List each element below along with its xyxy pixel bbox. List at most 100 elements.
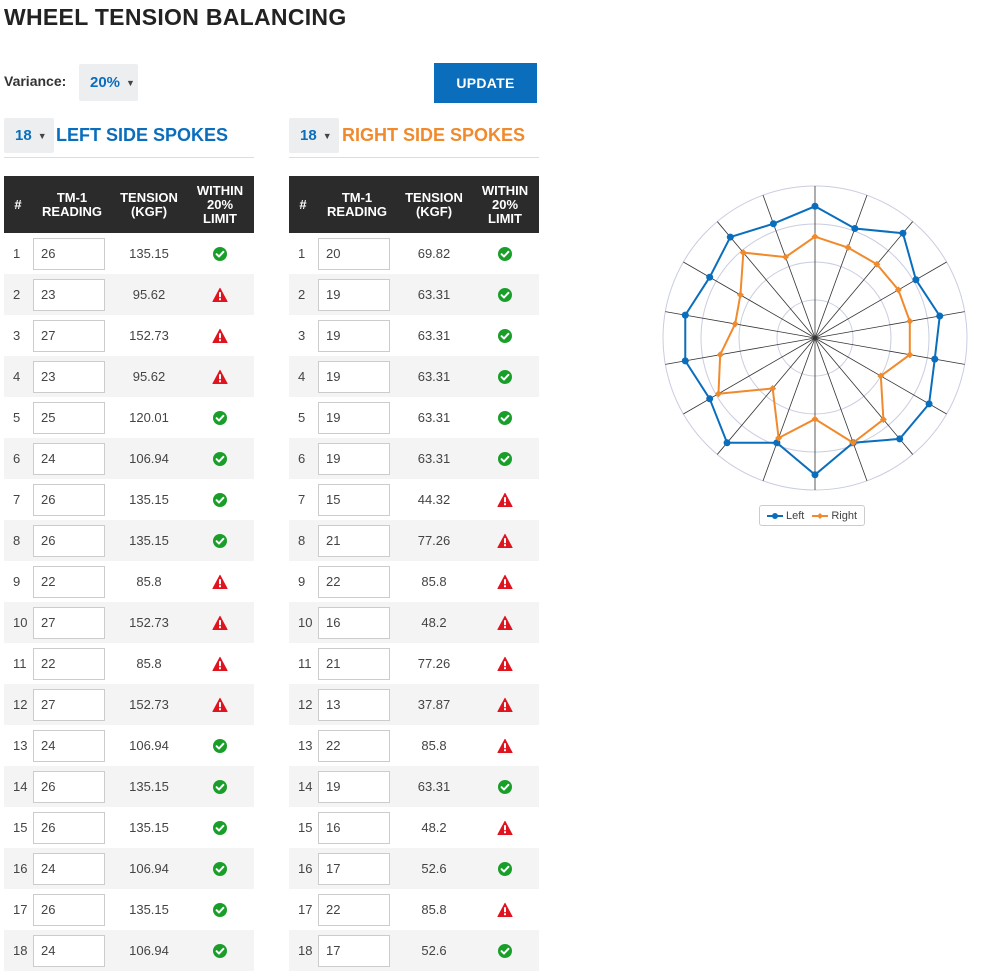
data-point (873, 260, 881, 268)
data-point (925, 400, 933, 408)
table-row: 17 85.8 (289, 889, 539, 930)
tension-value: 37.87 (397, 684, 471, 725)
data-point (681, 357, 689, 365)
tension-value: 77.26 (417, 656, 451, 671)
legend-label: Right (831, 509, 858, 522)
spoke-number: 18 (289, 930, 317, 971)
status-cell (471, 274, 539, 315)
reading-input[interactable] (318, 360, 390, 393)
reading-input[interactable] (318, 811, 390, 844)
data-point (769, 384, 777, 392)
reading-input[interactable] (33, 278, 105, 311)
reading-input[interactable] (318, 237, 390, 270)
reading-input[interactable] (318, 852, 390, 885)
spoke-number: 2 (289, 274, 317, 315)
status-cell (186, 602, 254, 643)
reading-input[interactable] (33, 524, 105, 557)
reading-input[interactable] (318, 647, 390, 680)
warning-triangle-icon (497, 574, 513, 589)
reading-input[interactable] (33, 811, 105, 844)
status-cell (186, 643, 254, 684)
header-tension: TENSION (KGF) (112, 176, 186, 233)
tension-value: 85.8 (136, 574, 162, 589)
check-circle-icon (498, 410, 512, 425)
left-spoke-count-select[interactable]: 18 ▼ (4, 118, 54, 153)
reading-input[interactable] (33, 401, 105, 434)
tension-value: 135.15 (129, 902, 169, 917)
legend-item-left[interactable]: Left (766, 510, 804, 522)
right-side-title: RIGHT SIDE SPOKES (342, 125, 526, 145)
spoke-number: 6 (4, 438, 32, 479)
reading-cell (32, 356, 112, 397)
legend-marker (812, 512, 829, 519)
reading-input[interactable] (33, 442, 105, 475)
reading-input[interactable] (318, 565, 390, 598)
spoke-number: 11 (13, 656, 27, 671)
status-cell (471, 233, 539, 274)
table-row: 10 152.73 (4, 602, 254, 643)
reading-input[interactable] (33, 852, 105, 885)
data-point (849, 439, 857, 447)
check-circle-icon (498, 246, 512, 261)
spoke-number: 13 (298, 738, 313, 753)
data-point (931, 355, 939, 363)
header-within-limit: WITHIN 20% LIMIT (186, 176, 254, 233)
reading-input[interactable] (318, 688, 390, 721)
reading-input[interactable] (33, 319, 105, 352)
warning-triangle-icon (497, 615, 513, 630)
reading-input[interactable] (33, 934, 105, 967)
reading-cell (317, 848, 397, 889)
data-point (879, 416, 887, 424)
tension-value: 63.31 (397, 766, 471, 807)
reading-cell (317, 602, 397, 643)
reading-input[interactable] (33, 688, 105, 721)
reading-input[interactable] (33, 360, 105, 393)
reading-input[interactable] (33, 893, 105, 926)
status-cell (186, 274, 254, 315)
reading-input[interactable] (318, 401, 390, 434)
spoke-number: 10 (289, 602, 317, 643)
reading-input[interactable] (318, 729, 390, 762)
spoke-number: 6 (289, 438, 317, 479)
table-row: 169.82 (289, 233, 539, 274)
divider (289, 157, 539, 158)
reading-input[interactable] (33, 606, 105, 639)
spoke-number: 17 (298, 902, 313, 917)
warning-triangle-icon (497, 820, 513, 835)
reading-input[interactable] (318, 319, 390, 352)
reading-input[interactable] (33, 647, 105, 680)
reading-cell (317, 561, 397, 602)
data-point (912, 276, 920, 284)
reading-input[interactable] (318, 524, 390, 557)
warning-triangle-icon (212, 697, 228, 712)
reading-input[interactable] (318, 483, 390, 516)
table-header-row: # TM-1 READING TENSION (KGF) WITHIN 20% LIMIT (4, 176, 254, 233)
status-cell (186, 438, 254, 479)
reading-input[interactable] (318, 278, 390, 311)
reading-input[interactable] (33, 237, 105, 270)
reading-input[interactable] (33, 565, 105, 598)
tension-value: 106.94 (112, 438, 186, 479)
left-side-title: LEFT SIDE SPOKES (56, 125, 229, 145)
variance-select[interactable]: 20% ▼ (79, 64, 138, 101)
reading-input[interactable] (33, 483, 105, 516)
tension-value: 135.15 (129, 246, 169, 261)
update-button[interactable]: UPDATE (434, 63, 537, 103)
right-spoke-count-select[interactable]: 18 ▼ (289, 118, 339, 153)
reading-input[interactable] (318, 893, 390, 926)
check-circle-icon (498, 779, 512, 794)
check-circle-icon (498, 328, 512, 343)
data-point (723, 439, 731, 447)
reading-input[interactable] (318, 770, 390, 803)
warning-triangle-icon (497, 656, 513, 671)
reading-input[interactable] (318, 442, 390, 475)
header-tension-line: TENSION (405, 189, 463, 205)
legend-item-right[interactable]: Right (812, 510, 857, 522)
reading-cell (32, 233, 112, 274)
reading-input[interactable] (318, 606, 390, 639)
warning-triangle-icon (497, 533, 513, 548)
tension-value: 77.26 (397, 520, 471, 561)
reading-input[interactable] (33, 729, 105, 762)
reading-input[interactable] (33, 770, 105, 803)
reading-input[interactable] (318, 934, 390, 967)
